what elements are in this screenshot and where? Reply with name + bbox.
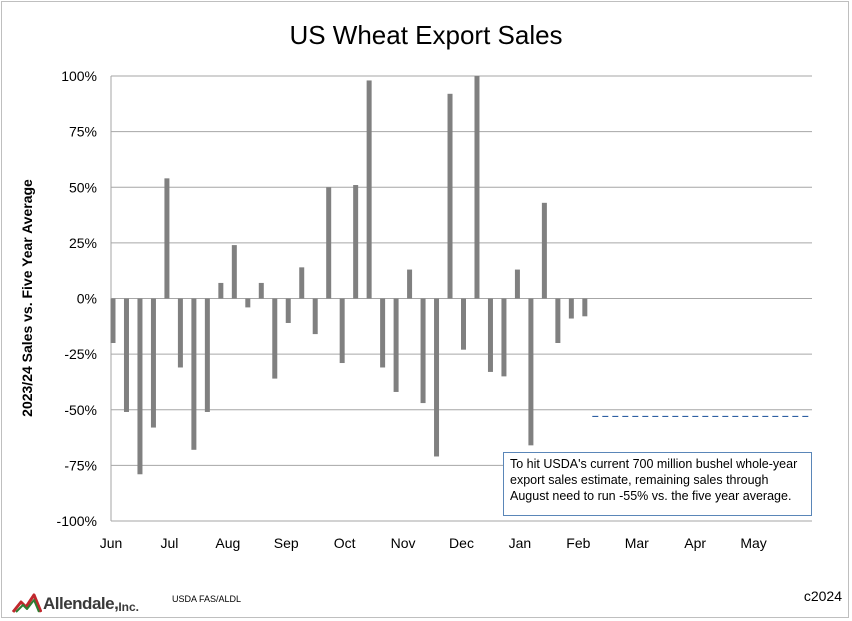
x-tick-label: Sep (274, 535, 299, 551)
bar (299, 267, 305, 299)
bar (164, 178, 170, 299)
bar (137, 298, 143, 475)
bar (258, 282, 264, 299)
y-tick-label: -25% (64, 346, 97, 362)
bar (285, 298, 291, 323)
allendale-logo: Allendale, Inc. (12, 588, 139, 614)
bar (474, 76, 480, 299)
y-tick-label: -75% (64, 457, 97, 473)
bar (326, 187, 332, 299)
bar (434, 298, 440, 457)
bar (177, 298, 183, 368)
y-tick-label: 50% (69, 179, 97, 195)
bar (272, 298, 278, 379)
logo-wordmark: Allendale, (43, 594, 119, 613)
x-tick-label: Apr (684, 535, 706, 551)
x-tick-label: Jun (100, 535, 123, 551)
x-tick-label: Jul (160, 535, 178, 551)
x-tick-label: Mar (625, 535, 649, 551)
bar-series (110, 76, 588, 475)
copyright-note: c2024 (803, 588, 842, 604)
y-tick-label: 25% (69, 235, 97, 251)
bar (123, 298, 129, 412)
bar (514, 269, 520, 299)
y-tick-label: -100% (57, 513, 97, 529)
bar (407, 269, 413, 299)
bar (487, 298, 493, 372)
x-tick-label: Feb (566, 535, 590, 551)
bar (245, 298, 251, 308)
bar (339, 298, 345, 364)
bar (353, 185, 359, 299)
annotation-box: To hit USDA's current 700 million bushel… (503, 452, 812, 516)
bar (447, 93, 453, 299)
bar (420, 298, 426, 404)
y-tick-label: 100% (61, 68, 97, 84)
x-tick-label: Jan (509, 535, 532, 551)
bar (393, 298, 399, 392)
chart-title: US Wheat Export Sales (289, 20, 563, 50)
bar (582, 298, 588, 317)
y-tick-label: 75% (69, 124, 97, 140)
bar (528, 298, 534, 446)
bar (568, 298, 574, 319)
x-tick-label: Oct (334, 535, 356, 551)
bar (204, 298, 210, 412)
gridlines (110, 75, 812, 522)
bar (555, 298, 561, 343)
source-note: USDA FAS/ALDL (172, 594, 242, 604)
bar (191, 298, 197, 450)
allendale-logo-mark-icon (12, 593, 42, 613)
bar (501, 298, 507, 377)
y-tick-labels: 100% 75% 50% 25% 0% -25% -50% -75% -100% (57, 68, 97, 529)
bar (461, 298, 466, 350)
x-tick-label: Nov (391, 535, 416, 551)
bar (541, 202, 547, 299)
bar (312, 298, 318, 335)
bar (218, 282, 224, 299)
bar (380, 298, 386, 368)
bar (150, 298, 156, 428)
x-tick-label: Dec (449, 535, 474, 551)
x-tick-label: Aug (215, 535, 240, 551)
bar (231, 245, 237, 299)
y-tick-label: -50% (64, 402, 97, 418)
bar (110, 298, 116, 343)
x-tick-label: May (740, 535, 766, 551)
bar (366, 80, 372, 299)
logo-suffix: Inc. (118, 600, 139, 614)
x-tick-labels: Jun Jul Aug Sep Oct Nov Dec Jan Feb Mar Apr May (100, 535, 767, 551)
y-tick-label: 0% (77, 291, 97, 307)
